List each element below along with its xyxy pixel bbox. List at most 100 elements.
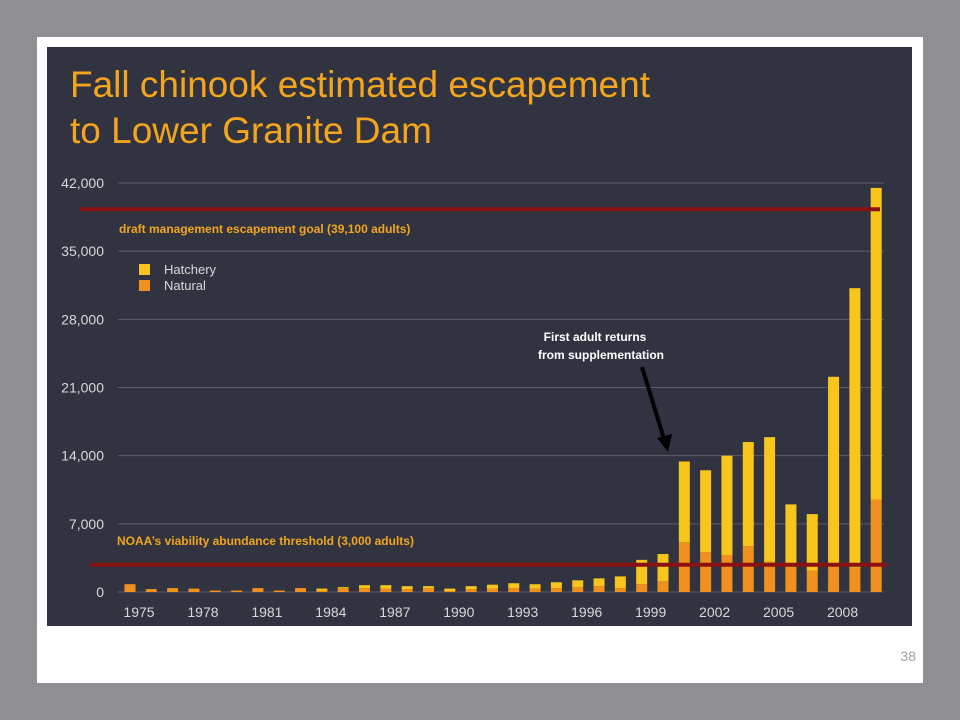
bar-natural-1992 — [486, 588, 498, 592]
bar-natural-1986 — [359, 588, 371, 592]
x-tick-label: 1981 — [251, 604, 282, 620]
bar-natural-2000 — [657, 581, 669, 592]
x-tick-label: 1978 — [187, 604, 218, 620]
bar-natural-1980 — [231, 590, 243, 592]
bar-hatchery-1994 — [529, 584, 541, 589]
bar-natural-1975 — [124, 584, 136, 592]
bar-natural-1993 — [508, 588, 520, 592]
bar-natural-1979 — [209, 590, 221, 592]
x-tick-label: 1984 — [315, 604, 346, 620]
bar-natural-1998 — [614, 588, 626, 592]
bar-natural-1989 — [422, 588, 434, 592]
x-tick-label: 1987 — [379, 604, 410, 620]
bar-natural-2004 — [742, 546, 754, 592]
y-tick-label: 35,000 — [61, 243, 104, 259]
title-line-1: Fall chinook estimated escapement — [70, 64, 650, 105]
bar-natural-1983 — [295, 588, 307, 592]
bar-natural-1997 — [593, 586, 605, 592]
annotation: First adult returns from supplementation — [538, 330, 672, 452]
y-tick-label: 28,000 — [61, 311, 104, 327]
bar-hatchery-1995 — [550, 582, 562, 589]
y-tick-label: 42,000 — [61, 175, 104, 191]
bar-natural-2001 — [678, 542, 690, 592]
bar-hatchery-2002 — [700, 470, 712, 553]
bar-natural-1990 — [444, 591, 456, 592]
bar-hatchery-2003 — [721, 455, 733, 555]
bar-natural-2009 — [849, 567, 861, 592]
bar-hatchery-1986 — [359, 585, 371, 589]
y-tick-label: 0 — [96, 584, 104, 600]
bar-hatchery-1991 — [465, 586, 477, 590]
bar-hatchery-2001 — [678, 461, 690, 543]
bar-hatchery-1998 — [614, 576, 626, 589]
bar-hatchery-2009 — [849, 288, 861, 568]
bar-hatchery-1987 — [380, 585, 392, 589]
legend-label-hatchery: Hatchery — [164, 262, 217, 277]
bar-hatchery-1993 — [508, 583, 520, 589]
bars — [124, 187, 882, 592]
goal-line-label: draft management escapement goal (39,100… — [119, 222, 410, 236]
slide-title: Fall chinook estimated escapement to Low… — [70, 62, 830, 154]
bar-hatchery-2008 — [828, 376, 840, 566]
bar-natural-2007 — [806, 570, 818, 592]
bar-natural-1978 — [188, 588, 200, 592]
x-tick-label: 1990 — [443, 604, 474, 620]
bar-hatchery-2005 — [764, 437, 776, 562]
annotation-line-2: from supplementation — [538, 348, 664, 362]
bar-natural-1985 — [337, 588, 349, 592]
y-tick-label: 14,000 — [61, 448, 104, 464]
x-tick-label: 1975 — [123, 604, 154, 620]
bar-natural-2010 — [870, 499, 882, 592]
x-tick-label: 2005 — [763, 604, 794, 620]
bar-natural-1991 — [465, 589, 477, 592]
y-tick-label: 21,000 — [61, 380, 104, 396]
reference-lines: draft management escapement goal (39,100… — [80, 207, 887, 567]
bar-natural-2005 — [764, 561, 776, 592]
bar-hatchery-1997 — [593, 578, 605, 587]
x-tick-label: 1993 — [507, 604, 538, 620]
x-tick-label: 2002 — [699, 604, 730, 620]
bar-hatchery-1984 — [316, 588, 328, 591]
bar-hatchery-2007 — [806, 514, 818, 571]
annotation-arrow-shaft — [640, 366, 666, 440]
bar-hatchery-1989 — [422, 586, 434, 589]
y-axis-ticks: 0 7,000 14,000 21,000 28,000 35,000 42,000 — [61, 175, 104, 600]
page-number: 38 — [900, 648, 916, 664]
title-line-2: to Lower Granite Dam — [70, 110, 432, 151]
y-tick-label: 7,000 — [69, 516, 104, 532]
bar-natural-2008 — [828, 565, 840, 592]
bar-hatchery-1985 — [337, 587, 349, 589]
bar-natural-1996 — [572, 587, 584, 592]
legend-label-natural: Natural — [164, 278, 206, 293]
bar-hatchery-1988 — [401, 586, 413, 590]
legend-swatch-hatchery — [139, 264, 150, 275]
x-tick-label: 2008 — [827, 604, 858, 620]
bar-hatchery-1992 — [486, 584, 498, 589]
bar-natural-1987 — [380, 588, 392, 592]
gridlines — [118, 182, 884, 593]
bar-hatchery-1990 — [444, 588, 456, 592]
bar-natural-2006 — [785, 566, 797, 592]
bar-hatchery-1999 — [636, 559, 648, 585]
threshold-line-label: NOAA’s viability abundance threshold (3,… — [117, 534, 414, 548]
bar-natural-1995 — [550, 588, 562, 592]
bar-natural-1976 — [145, 589, 157, 592]
x-tick-label: 1996 — [571, 604, 602, 620]
x-tick-label: 1999 — [635, 604, 666, 620]
bar-natural-1988 — [401, 589, 413, 592]
annotation-line-1: First adult returns — [544, 330, 647, 344]
bar-natural-2002 — [700, 552, 712, 592]
bar-natural-1994 — [529, 588, 541, 592]
annotation-arrow-head — [657, 434, 672, 452]
bar-natural-1982 — [273, 590, 285, 592]
bar-natural-1999 — [636, 584, 648, 592]
bar-natural-1981 — [252, 588, 264, 592]
bar-natural-1977 — [167, 588, 179, 592]
x-axis-ticks: 1975 1978 1981 1984 1987 1990 1993 1996 1999 2002… — [123, 604, 858, 620]
bar-hatchery-2000 — [657, 554, 669, 582]
bar-natural-2003 — [721, 554, 733, 592]
bar-hatchery-2004 — [742, 442, 754, 547]
bar-hatchery-2010 — [870, 187, 882, 500]
